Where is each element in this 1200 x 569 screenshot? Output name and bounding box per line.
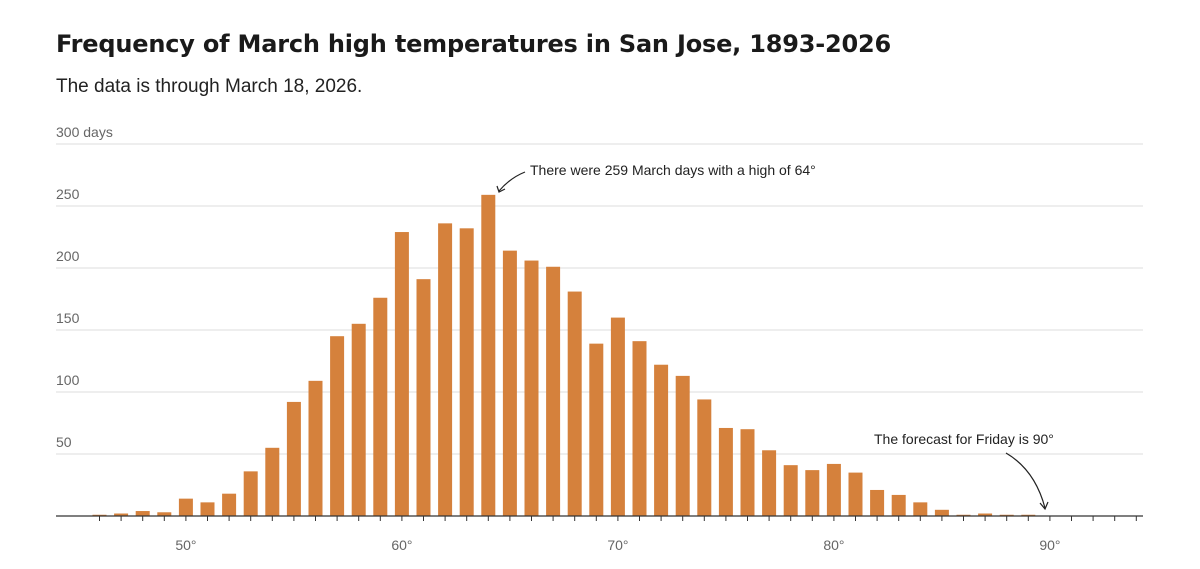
bar xyxy=(589,343,604,516)
annotation-forecast-arrowhead xyxy=(1039,501,1049,511)
annotation-forecast-arrow xyxy=(1005,452,1046,509)
annotation-peak-label: There were 259 March days with a high of… xyxy=(530,162,816,178)
bar xyxy=(848,472,863,516)
bar xyxy=(632,341,647,516)
bars xyxy=(92,194,1036,517)
bar xyxy=(502,250,517,516)
x-tick-label: 90° xyxy=(1039,537,1060,553)
x-tick-label: 50° xyxy=(175,537,196,553)
y-tick-label: 300 days xyxy=(56,124,113,140)
bar xyxy=(956,514,971,516)
bar xyxy=(178,498,193,516)
bar xyxy=(762,450,777,516)
bar xyxy=(934,509,949,516)
bar xyxy=(675,375,690,516)
y-axis-labels: 50 100 150 200 250 300 days xyxy=(56,124,113,450)
bar xyxy=(373,297,388,516)
annotation-peak-arrowhead xyxy=(496,185,506,193)
bar xyxy=(718,427,733,516)
y-tick-label: 250 xyxy=(56,186,80,202)
bar xyxy=(783,465,798,516)
bar xyxy=(610,317,625,516)
bar xyxy=(114,513,129,516)
annotation-forecast-label: The forecast for Friday is 90° xyxy=(874,431,1054,447)
bar xyxy=(438,223,453,517)
bar xyxy=(999,514,1014,516)
bar xyxy=(351,323,366,516)
x-tick-label: 60° xyxy=(391,537,412,553)
bar xyxy=(157,512,172,516)
bar xyxy=(394,232,409,517)
bar xyxy=(330,336,345,516)
bar xyxy=(697,399,712,516)
bar xyxy=(222,493,237,516)
bar xyxy=(1021,514,1036,516)
y-tick-label: 200 xyxy=(56,248,80,264)
annotation-peak-arrow xyxy=(498,171,526,192)
y-tick-label: 150 xyxy=(56,310,80,326)
bar xyxy=(913,502,928,516)
chart-subtitle: The data is through March 18, 2026. xyxy=(56,76,363,97)
bar xyxy=(265,447,280,516)
bar xyxy=(200,502,215,516)
bar xyxy=(567,291,582,516)
bar xyxy=(826,463,841,516)
bar xyxy=(740,429,755,516)
bar xyxy=(481,194,496,516)
bar xyxy=(870,489,885,516)
x-axis: 50° 60° 70° 80° 90° xyxy=(56,515,1143,553)
y-tick-label: 100 xyxy=(56,372,80,388)
y-tick-label: 50 xyxy=(56,434,72,450)
bar xyxy=(135,511,150,516)
bar xyxy=(308,380,323,516)
bar xyxy=(978,513,993,516)
bar xyxy=(286,401,301,516)
bar xyxy=(805,470,820,516)
bar xyxy=(891,494,906,516)
bar xyxy=(92,514,107,516)
bar xyxy=(416,279,431,516)
bar xyxy=(524,260,539,516)
bar xyxy=(243,471,258,516)
bar xyxy=(654,364,669,516)
chart-title: Frequency of March high temperatures in … xyxy=(56,30,891,58)
x-tick-label: 80° xyxy=(823,537,844,553)
bar xyxy=(546,266,561,516)
x-tick-label: 70° xyxy=(607,537,628,553)
annotations: There were 259 March days with a high of… xyxy=(496,162,1054,511)
bar xyxy=(459,228,474,516)
